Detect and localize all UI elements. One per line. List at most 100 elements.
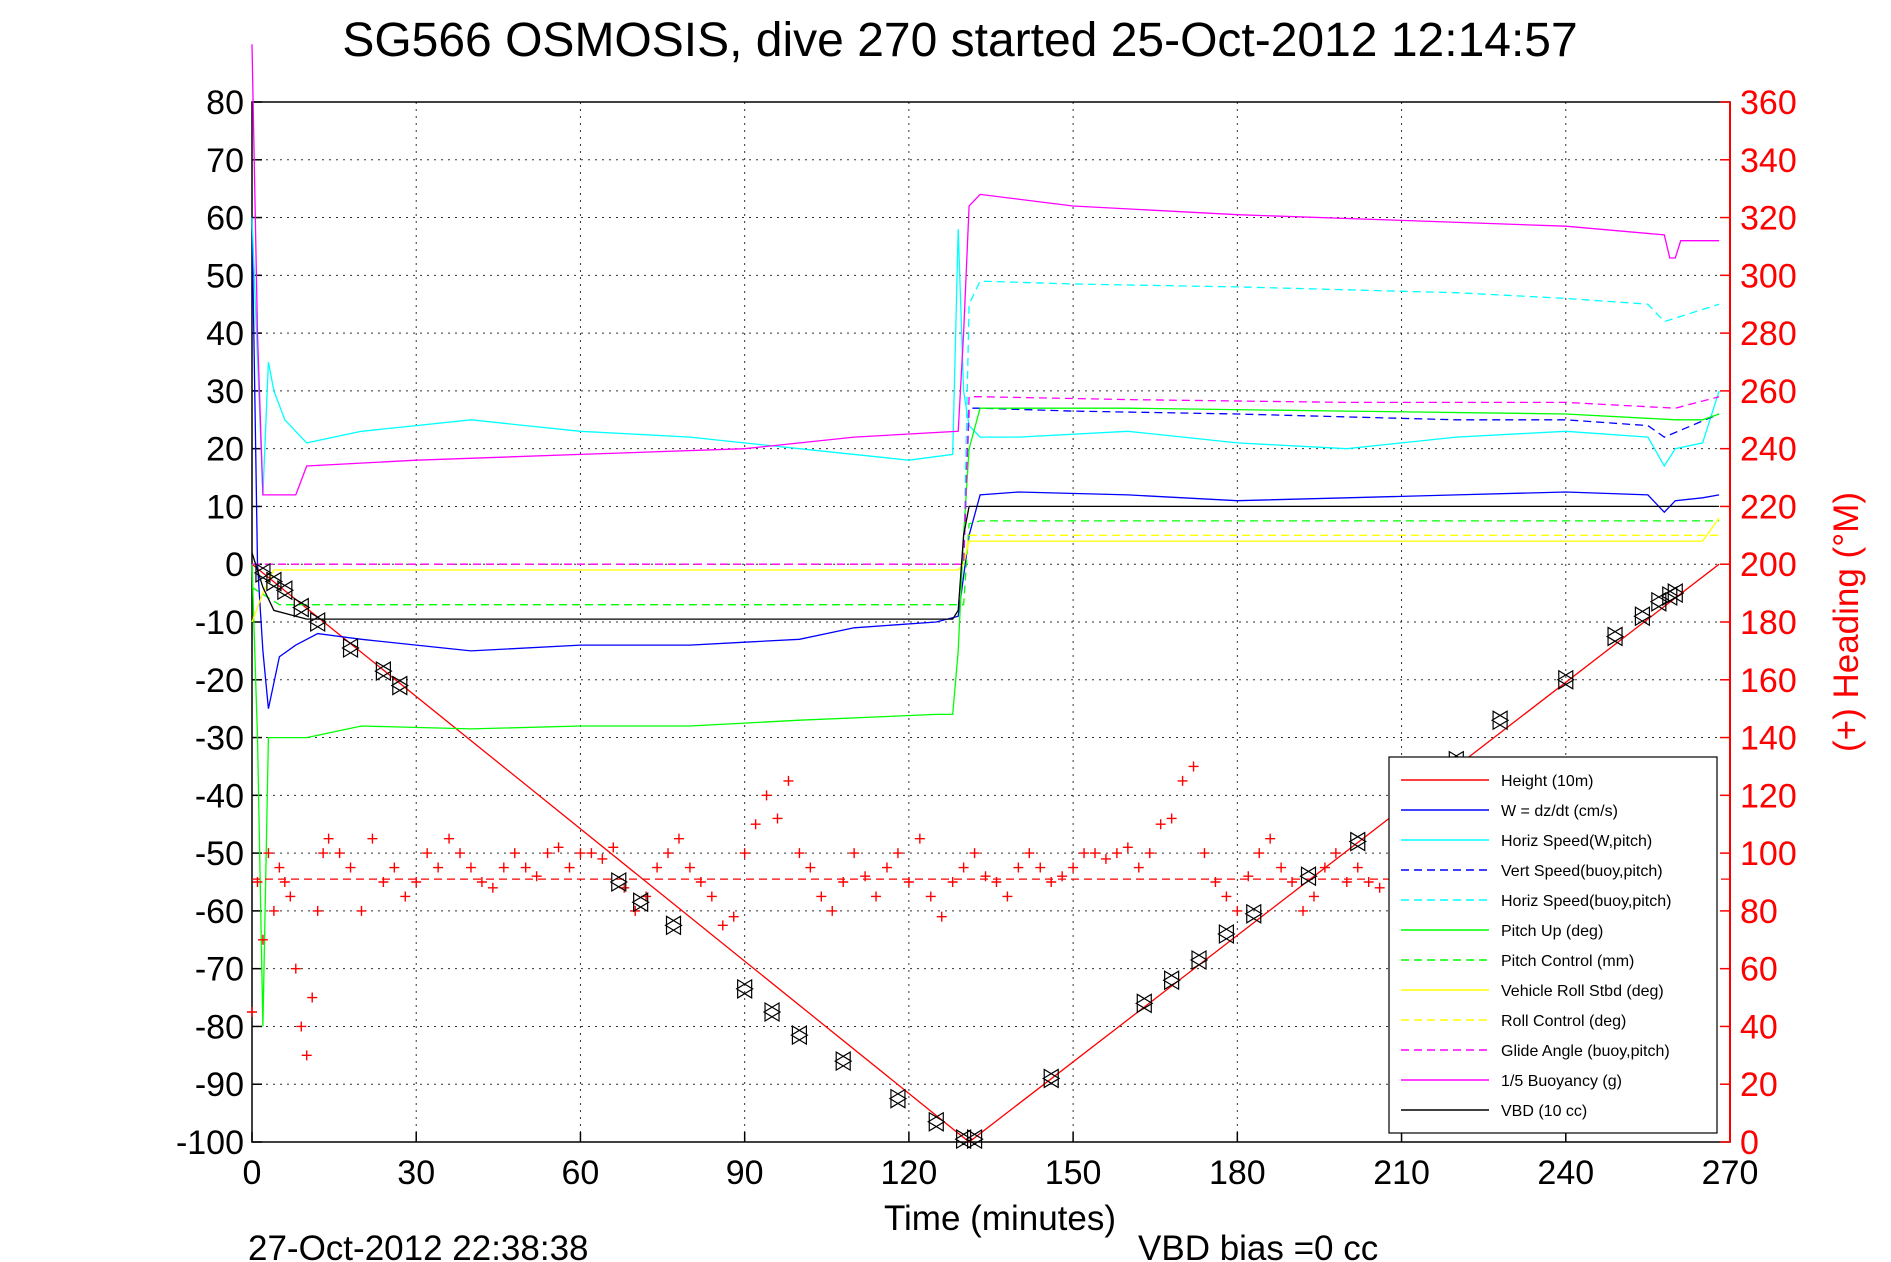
heading-point bbox=[1232, 905, 1243, 916]
heading-point bbox=[487, 882, 498, 893]
heading-point bbox=[706, 891, 717, 902]
height-marker bbox=[1348, 831, 1367, 852]
y-tick-label: 30 bbox=[206, 373, 244, 411]
height-marker bbox=[1162, 970, 1181, 991]
heading-point bbox=[849, 848, 860, 859]
y-tick-label: 50 bbox=[206, 257, 244, 295]
heading-point bbox=[1002, 891, 1013, 902]
heading-point bbox=[1374, 882, 1385, 893]
y-tick-label: -20 bbox=[195, 662, 244, 700]
height-marker bbox=[1244, 903, 1263, 924]
height-marker bbox=[1633, 606, 1652, 627]
heading-point bbox=[914, 833, 925, 844]
series-line bbox=[251, 217, 1720, 495]
heading-point bbox=[422, 848, 433, 859]
heading-point bbox=[761, 790, 772, 801]
heading-point bbox=[860, 871, 871, 882]
heading-point bbox=[1111, 848, 1122, 859]
legend-box bbox=[1388, 756, 1718, 1134]
heading-point bbox=[378, 877, 389, 887]
heading-point bbox=[1243, 871, 1254, 882]
heading-point bbox=[739, 848, 750, 859]
x-axis: 0 30 60 90 120 150 180 210 240 270 bbox=[243, 1132, 1759, 1192]
height-marker bbox=[1189, 949, 1209, 971]
y-tick-label: 10 bbox=[206, 488, 244, 526]
heading-point bbox=[400, 891, 411, 902]
heading-point bbox=[991, 877, 1002, 887]
heading-point bbox=[1276, 862, 1287, 873]
heading-point bbox=[520, 862, 531, 873]
heading-point bbox=[307, 992, 318, 1003]
heading-point bbox=[608, 842, 619, 853]
heading-point bbox=[1122, 842, 1133, 853]
heading-point bbox=[969, 848, 980, 859]
heading-point bbox=[936, 911, 947, 922]
footer-vbd-bias: VBD bias =0 cc bbox=[1138, 1229, 1378, 1262]
heading-point bbox=[1199, 848, 1210, 859]
heading-point bbox=[498, 862, 509, 873]
y2-tick-label: 40 bbox=[1740, 1008, 1778, 1046]
heading-point bbox=[1090, 848, 1101, 859]
height-marker bbox=[341, 637, 360, 659]
height-marker bbox=[308, 611, 327, 633]
heading-point bbox=[1035, 862, 1046, 873]
heading-point bbox=[312, 905, 323, 916]
heading-point bbox=[1024, 848, 1035, 859]
y-tick-label: -80 bbox=[195, 1008, 244, 1046]
height-marker bbox=[1605, 626, 1625, 647]
heading-point bbox=[252, 877, 263, 887]
heading-point bbox=[1133, 862, 1144, 873]
height-marker bbox=[927, 1111, 946, 1132]
heading-point bbox=[728, 911, 739, 922]
heading-point bbox=[1177, 775, 1188, 786]
heading-point bbox=[345, 862, 356, 873]
y2-tick-label: 360 bbox=[1740, 84, 1797, 122]
heading-point bbox=[1144, 848, 1155, 859]
x-tick-label: 150 bbox=[1045, 1154, 1102, 1192]
series-line bbox=[252, 534, 1720, 565]
series-line bbox=[251, 520, 1720, 606]
heading-point bbox=[1100, 853, 1111, 864]
x-tick-label: 270 bbox=[1702, 1154, 1759, 1192]
heading-point bbox=[1308, 891, 1319, 902]
height-marker bbox=[1649, 591, 1669, 612]
height-marker bbox=[888, 1088, 908, 1109]
height-marker bbox=[664, 915, 683, 936]
heading-point bbox=[290, 963, 301, 974]
y-tick-label: 0 bbox=[225, 546, 244, 584]
heading-points bbox=[247, 761, 1730, 1061]
x-tick-label: 60 bbox=[562, 1154, 600, 1192]
heading-point bbox=[1068, 862, 1079, 873]
legend-label: Pitch Control (mm) bbox=[1501, 953, 1634, 970]
height-marker bbox=[631, 892, 650, 913]
series-line bbox=[251, 217, 1720, 709]
series-line bbox=[251, 505, 1720, 620]
height-marker bbox=[1042, 1068, 1061, 1089]
legend-label: 1/5 Buoyancy (g) bbox=[1501, 1073, 1622, 1090]
height-marker bbox=[735, 978, 754, 999]
x-tick-label: 90 bbox=[726, 1154, 764, 1192]
legend-label: Roll Control (deg) bbox=[1501, 1013, 1626, 1030]
heading-point bbox=[586, 848, 597, 859]
heading-point bbox=[455, 848, 466, 859]
heading-point bbox=[783, 775, 794, 786]
heading-point bbox=[247, 1007, 257, 1017]
heading-point bbox=[871, 891, 882, 902]
heading-point bbox=[279, 877, 290, 887]
y2-tick-label: 100 bbox=[1740, 835, 1797, 873]
heading-point bbox=[509, 848, 520, 859]
legend-label: Pitch Up (deg) bbox=[1501, 923, 1603, 940]
heading-point bbox=[663, 848, 674, 859]
height-marker bbox=[762, 1001, 782, 1023]
y-tick-label: 60 bbox=[206, 200, 244, 238]
chart-title: SG566 OSMOSIS, dive 270 started 25-Oct-2… bbox=[342, 14, 1577, 67]
heading-point bbox=[1298, 905, 1309, 916]
legend-label: Vert Speed(buoy,pitch) bbox=[1501, 863, 1663, 880]
height-marker bbox=[790, 1025, 809, 1046]
heading-point bbox=[1352, 862, 1363, 873]
heading-point bbox=[575, 848, 586, 859]
heading-point bbox=[356, 905, 367, 916]
heading-point bbox=[542, 848, 553, 859]
legend-label: W = dz/dt (cm/s) bbox=[1501, 803, 1618, 820]
